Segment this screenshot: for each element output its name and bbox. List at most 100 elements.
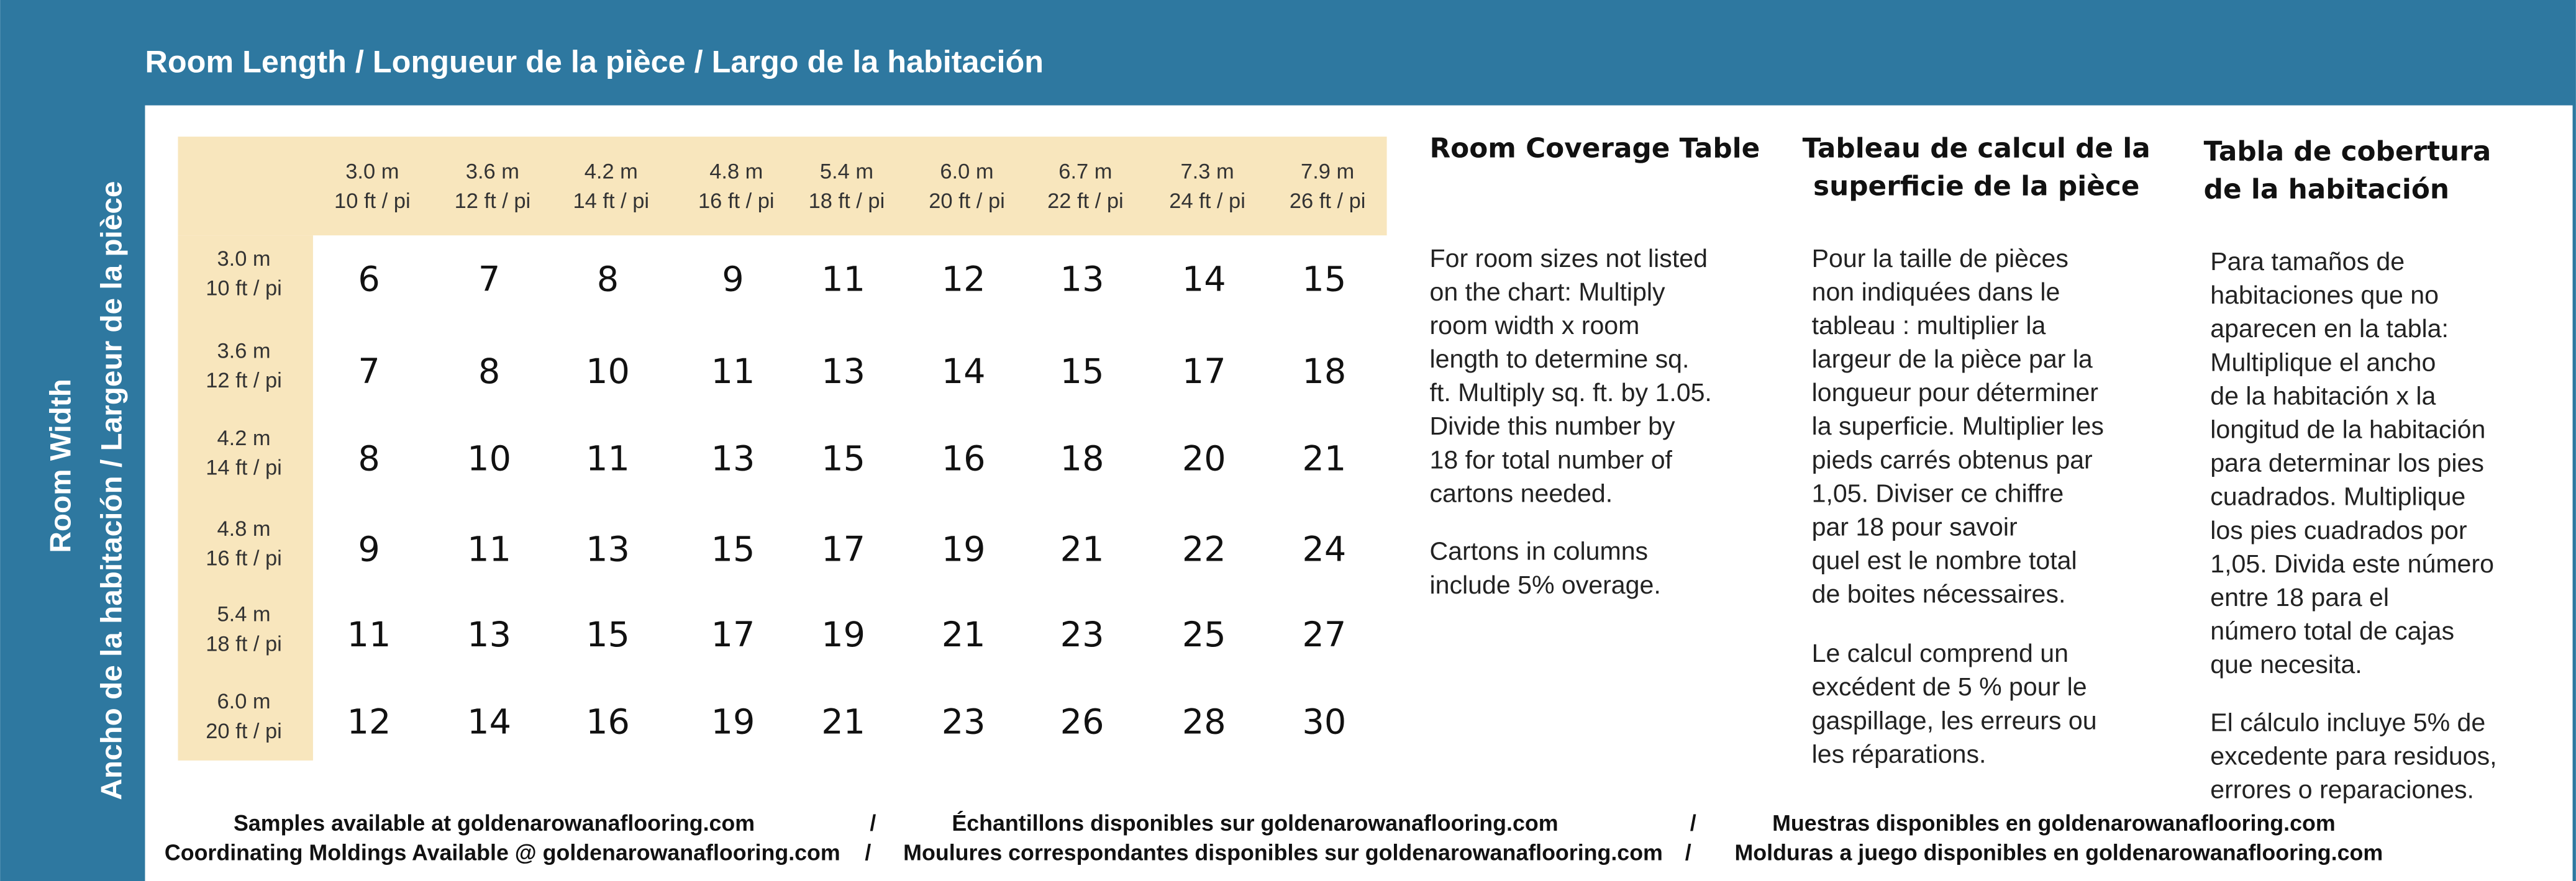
table-cell: 13 xyxy=(467,615,511,655)
column-header: 22 ft / pi xyxy=(1047,189,1124,213)
note-line: include 5% overage. xyxy=(1430,571,1661,599)
table-cell: 16 xyxy=(586,702,630,743)
row-header: 6.0 m xyxy=(217,690,270,713)
note-line: entre 18 para el xyxy=(2210,583,2389,612)
note-line: Para tamaños de xyxy=(2210,247,2405,276)
footer-separator: / xyxy=(1685,841,1691,865)
table-cell: 20 xyxy=(1182,439,1226,479)
note-line: length to determine sq. xyxy=(1430,345,1690,373)
table-cell: 21 xyxy=(1302,439,1346,479)
table-cell: 12 xyxy=(347,702,391,743)
note-line: Multiplique el ancho xyxy=(2210,348,2436,376)
table-cell: 14 xyxy=(467,702,511,743)
row-header: 3.0 m xyxy=(217,247,270,271)
note-line: les réparations. xyxy=(1812,739,1987,768)
note-line: 18 for total number of xyxy=(1430,445,1673,474)
table-cell: 17 xyxy=(711,615,755,655)
note-line: largeur de la pièce par la xyxy=(1812,345,2093,373)
table-cell: 13 xyxy=(711,439,755,479)
note-heading: Tabla de cobertura xyxy=(2204,136,2492,168)
note-line: cartons needed. xyxy=(1430,479,1613,507)
table-cell: 7 xyxy=(478,260,500,300)
table-cell: 15 xyxy=(711,529,755,569)
table-cell: 8 xyxy=(597,260,619,300)
table-cell: 15 xyxy=(1060,351,1104,392)
footer-text: Molduras a juego disponibles en goldenar… xyxy=(1734,841,2383,865)
table-cell: 24 xyxy=(1302,529,1346,569)
footer-text: Échantillons disponibles sur goldenarowa… xyxy=(952,811,1558,836)
note-line: de la habitación x la xyxy=(2210,381,2436,410)
note-line: pieds carrés obtenus par xyxy=(1812,445,2093,474)
column-header: 7.9 m xyxy=(1301,160,1354,184)
table-cell: 11 xyxy=(586,439,630,479)
table-cell: 19 xyxy=(711,702,755,743)
note-line: 1,05. Divida este número xyxy=(2210,549,2494,578)
note-line: gaspillage, les erreurs ou xyxy=(1812,706,2097,734)
table-cell: 21 xyxy=(942,615,986,655)
table-cell: 11 xyxy=(711,351,755,392)
table-cell: 16 xyxy=(942,439,986,479)
table-cell: 11 xyxy=(821,260,865,300)
note-line: quel est le nombre total xyxy=(1812,546,2077,575)
table-cell: 27 xyxy=(1302,615,1346,655)
side-label: Room Width xyxy=(45,379,78,553)
note-line: excédent de 5 % pour le xyxy=(1812,672,2087,701)
table-cell: 15 xyxy=(586,615,630,655)
note-heading: superficie de la pièce xyxy=(1813,170,2139,202)
table-cell: 21 xyxy=(1060,529,1104,569)
table-cell: 18 xyxy=(1302,351,1346,392)
table-cell: 25 xyxy=(1182,615,1226,655)
note-heading: Tableau de calcul de la xyxy=(1803,132,2150,164)
table-cell: 8 xyxy=(358,439,380,479)
title: Room Length / Longueur de la pièce / Lar… xyxy=(145,44,1044,79)
footer-text: Coordinating Moldings Available @ golden… xyxy=(165,841,840,865)
note-line: room width x room xyxy=(1430,311,1640,340)
column-header: 14 ft / pi xyxy=(573,189,650,213)
table-cell: 9 xyxy=(358,529,380,569)
table-cell: 11 xyxy=(347,615,391,655)
table-cell: 18 xyxy=(1060,439,1104,479)
table-cell: 8 xyxy=(478,351,500,392)
table-cell: 21 xyxy=(821,702,865,743)
table-cell: 6 xyxy=(358,260,380,300)
table-cell: 9 xyxy=(722,260,744,300)
column-header: 3.0 m xyxy=(345,160,399,184)
footer-separator: / xyxy=(1690,811,1696,836)
row-header: 16 ft / pi xyxy=(206,547,282,571)
column-header: 4.8 m xyxy=(709,160,763,184)
row-header: 12 ft / pi xyxy=(206,369,282,392)
column-header: 6.7 m xyxy=(1058,160,1112,184)
note-line: excedente para residuos, xyxy=(2210,742,2496,770)
note-line: Cartons in columns xyxy=(1430,537,1649,566)
footer-separator: / xyxy=(870,811,876,836)
table-cell: 15 xyxy=(1302,260,1346,300)
note-line: la superficie. Multiplier les xyxy=(1812,412,2104,440)
table-cell: 7 xyxy=(358,351,380,392)
note-line: que necesita. xyxy=(2210,650,2362,679)
footer-text: Moulures correspondantes disponibles sur… xyxy=(903,841,1663,865)
note-line: los pies cuadrados por xyxy=(2210,516,2467,544)
note-line: non indiquées dans le xyxy=(1812,278,2060,306)
note-line: Divide this number by xyxy=(1430,412,1675,440)
row-header: 3.6 m xyxy=(217,339,270,363)
note-line: El cálculo incluye 5% de xyxy=(2210,708,2485,736)
column-header: 6.0 m xyxy=(940,160,993,184)
column-header: 20 ft / pi xyxy=(929,189,1005,213)
note-line: ft. Multiply sq. ft. by 1.05. xyxy=(1430,378,1712,407)
table-cell: 19 xyxy=(942,529,986,569)
note-line: tableau : multiplier la xyxy=(1812,311,2046,340)
row-header: 4.8 m xyxy=(217,517,270,541)
column-header: 4.2 m xyxy=(585,160,638,184)
note-line: de boites nécessaires. xyxy=(1812,580,2066,608)
table-cell: 13 xyxy=(1060,260,1104,300)
table-cell: 11 xyxy=(467,529,511,569)
table-cell: 19 xyxy=(821,615,865,655)
row-header: 20 ft / pi xyxy=(206,720,282,743)
column-header: 16 ft / pi xyxy=(698,189,775,213)
footer-separator: / xyxy=(865,841,871,865)
table-cell: 10 xyxy=(586,351,630,392)
column-header-band xyxy=(178,137,1387,236)
note-line: longueur pour déterminer xyxy=(1812,378,2098,407)
note-line: habitaciones que no xyxy=(2210,281,2439,309)
note-line: For room sizes not listed xyxy=(1430,244,1708,273)
